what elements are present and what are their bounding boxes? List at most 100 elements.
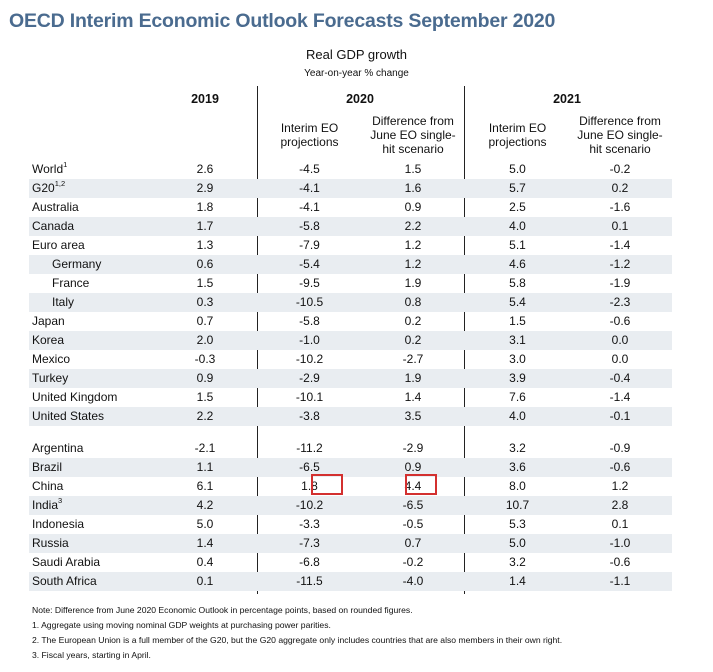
cell-interim-2021: 3.0 <box>509 352 526 366</box>
cell-diff-2020: 4.4 <box>404 479 422 493</box>
cell-diff-2021: -0.4 <box>609 371 631 385</box>
cell-interim-2020: -6.8 <box>299 555 320 569</box>
year-2021-header: 2021 <box>553 92 581 106</box>
cell-interim-2020: -10.2 <box>295 352 324 366</box>
cell-interim-2021: 5.1 <box>509 238 526 252</box>
cell-diff-2021: 0.0 <box>611 333 629 347</box>
cell-interim-2020: -4.1 <box>299 200 320 214</box>
cell-2019: 0.9 <box>196 371 214 385</box>
cell-diff-2020: 1.9 <box>404 276 422 290</box>
cell-diff-2020: 1.9 <box>404 371 422 385</box>
cell-interim-2020: -7.3 <box>299 536 320 550</box>
cell-interim-2021: 2.5 <box>509 200 526 214</box>
cell-interim-2020: -10.5 <box>295 295 324 309</box>
country-label: Saudi Arabia <box>32 555 101 569</box>
cell-2019: 1.7 <box>196 219 214 233</box>
cell-diff-2021: 0.1 <box>611 517 629 531</box>
cell-2019: 1.1 <box>196 460 214 474</box>
highlight-box-interim-2020 <box>311 474 343 495</box>
cell-interim-2021: 7.6 <box>509 390 526 404</box>
cell-diff-2020: -6.5 <box>402 498 424 512</box>
cell-diff-2021: -2.3 <box>609 295 631 309</box>
cell-interim-2021: 5.0 <box>509 536 526 550</box>
cell-2019: 2.6 <box>196 162 214 176</box>
country-label: Turkey <box>32 371 69 385</box>
country-label: Brazil <box>32 460 63 474</box>
table-row: South Africa 0.1 -11.5 -4.0 1.4 -1.1 <box>29 572 672 591</box>
footnote-marker: 3 <box>58 496 63 505</box>
cell-diff-2021: 0.1 <box>611 219 629 233</box>
cell-2019: 6.1 <box>196 479 214 493</box>
cell-2019: 1.5 <box>196 276 214 290</box>
table-row: India3 4.2 -10.2 -6.5 10.7 2.8 <box>29 496 672 515</box>
cell-diff-2020: -2.9 <box>402 441 424 455</box>
cell-diff-2020: 2.2 <box>404 219 422 233</box>
cell-diff-2020: -0.2 <box>402 555 424 569</box>
cell-diff-2021: -0.9 <box>609 441 631 455</box>
note-main: Note: Difference from June 2020 Economic… <box>32 605 413 615</box>
cell-2019: 0.3 <box>196 295 214 309</box>
country-label: World1 <box>32 160 68 176</box>
cell-interim-2020: -5.8 <box>299 219 320 233</box>
cell-interim-2020: -3.8 <box>299 409 320 423</box>
table-row: Germany 0.6 -5.4 1.2 4.6 -1.2 <box>29 255 672 274</box>
cell-diff-2021: -1.1 <box>609 574 631 588</box>
note-3: 3. Fiscal years, starting in April. <box>32 650 151 660</box>
cell-interim-2020: -9.5 <box>299 276 320 290</box>
cell-diff-2020: 1.6 <box>404 181 422 195</box>
country-label: Korea <box>32 333 65 347</box>
cell-diff-2020: 0.9 <box>404 200 422 214</box>
header-interim-2020: Interim EO projections <box>280 121 339 149</box>
cell-diff-2020: 3.5 <box>404 409 422 423</box>
cell-diff-2021: -0.6 <box>609 460 631 474</box>
country-label: Indonesia <box>32 517 85 531</box>
cell-diff-2020: 0.8 <box>404 295 422 309</box>
cell-interim-2021: 5.8 <box>509 276 526 290</box>
country-label: China <box>32 479 64 493</box>
header-interim-2021: Interim EO projections <box>488 121 547 149</box>
footnote-marker: 1,2 <box>54 179 66 188</box>
cell-diff-2021: -1.4 <box>609 390 631 404</box>
table-row: Indonesia 5.0 -3.3 -0.5 5.3 0.1 <box>29 515 672 534</box>
table-row: Euro area 1.3 -7.9 1.2 5.1 -1.4 <box>29 236 672 255</box>
cell-interim-2020: -4.5 <box>299 162 320 176</box>
country-label: Euro area <box>32 238 85 252</box>
cell-diff-2020: 1.5 <box>404 162 422 176</box>
cell-2019: -0.3 <box>194 352 216 366</box>
cell-interim-2021: 5.0 <box>509 162 526 176</box>
note-2: 2. The European Union is a full member o… <box>32 635 563 645</box>
cell-diff-2020: 1.4 <box>404 390 422 404</box>
year-2020-header: 2020 <box>346 92 374 106</box>
cell-2019: 2.2 <box>196 409 214 423</box>
cell-diff-2020: 1.2 <box>404 238 422 252</box>
table-row: Russia 1.4 -7.3 0.7 5.0 -1.0 <box>29 534 672 553</box>
cell-interim-2020: -5.4 <box>299 257 320 271</box>
table-row: Italy 0.3 -10.5 0.8 5.4 -2.3 <box>29 293 672 312</box>
country-label: Italy <box>52 295 75 309</box>
country-label: United States <box>32 409 105 423</box>
country-label: Australia <box>32 200 79 214</box>
cell-interim-2021: 3.9 <box>509 371 526 385</box>
cell-interim-2020: -3.3 <box>299 517 320 531</box>
table-row: World1 2.6 -4.5 1.5 5.0 -0.2 <box>29 160 672 179</box>
country-label: Canada <box>32 219 75 233</box>
cell-interim-2021: 8.0 <box>509 479 526 493</box>
year-2019-header: 2019 <box>191 92 219 106</box>
cell-diff-2021: 0.2 <box>611 181 629 195</box>
cell-interim-2021: 1.5 <box>509 314 526 328</box>
unit-label: Year-on-year % change <box>304 68 409 79</box>
cell-diff-2020: -2.7 <box>402 352 424 366</box>
cell-diff-2021: -1.9 <box>609 276 631 290</box>
country-label: Germany <box>52 257 102 271</box>
highlight-box-diff-2020 <box>405 474 437 495</box>
table-row: Korea 2.0 -1.0 0.2 3.1 0.0 <box>29 331 672 350</box>
table-row: Australia 1.8 -4.1 0.9 2.5 -1.6 <box>29 198 672 217</box>
table-row: Canada 1.7 -5.8 2.2 4.0 0.1 <box>29 217 672 236</box>
cell-diff-2020: 0.9 <box>404 460 422 474</box>
cell-diff-2021: -0.6 <box>609 314 631 328</box>
table-row: France 1.5 -9.5 1.9 5.8 -1.9 <box>29 274 672 293</box>
country-label: Argentina <box>32 441 84 455</box>
cell-2019: 2.9 <box>196 181 214 195</box>
table-row: Japan 0.7 -5.8 0.2 1.5 -0.6 <box>29 312 672 331</box>
cell-diff-2021: -1.2 <box>609 257 631 271</box>
